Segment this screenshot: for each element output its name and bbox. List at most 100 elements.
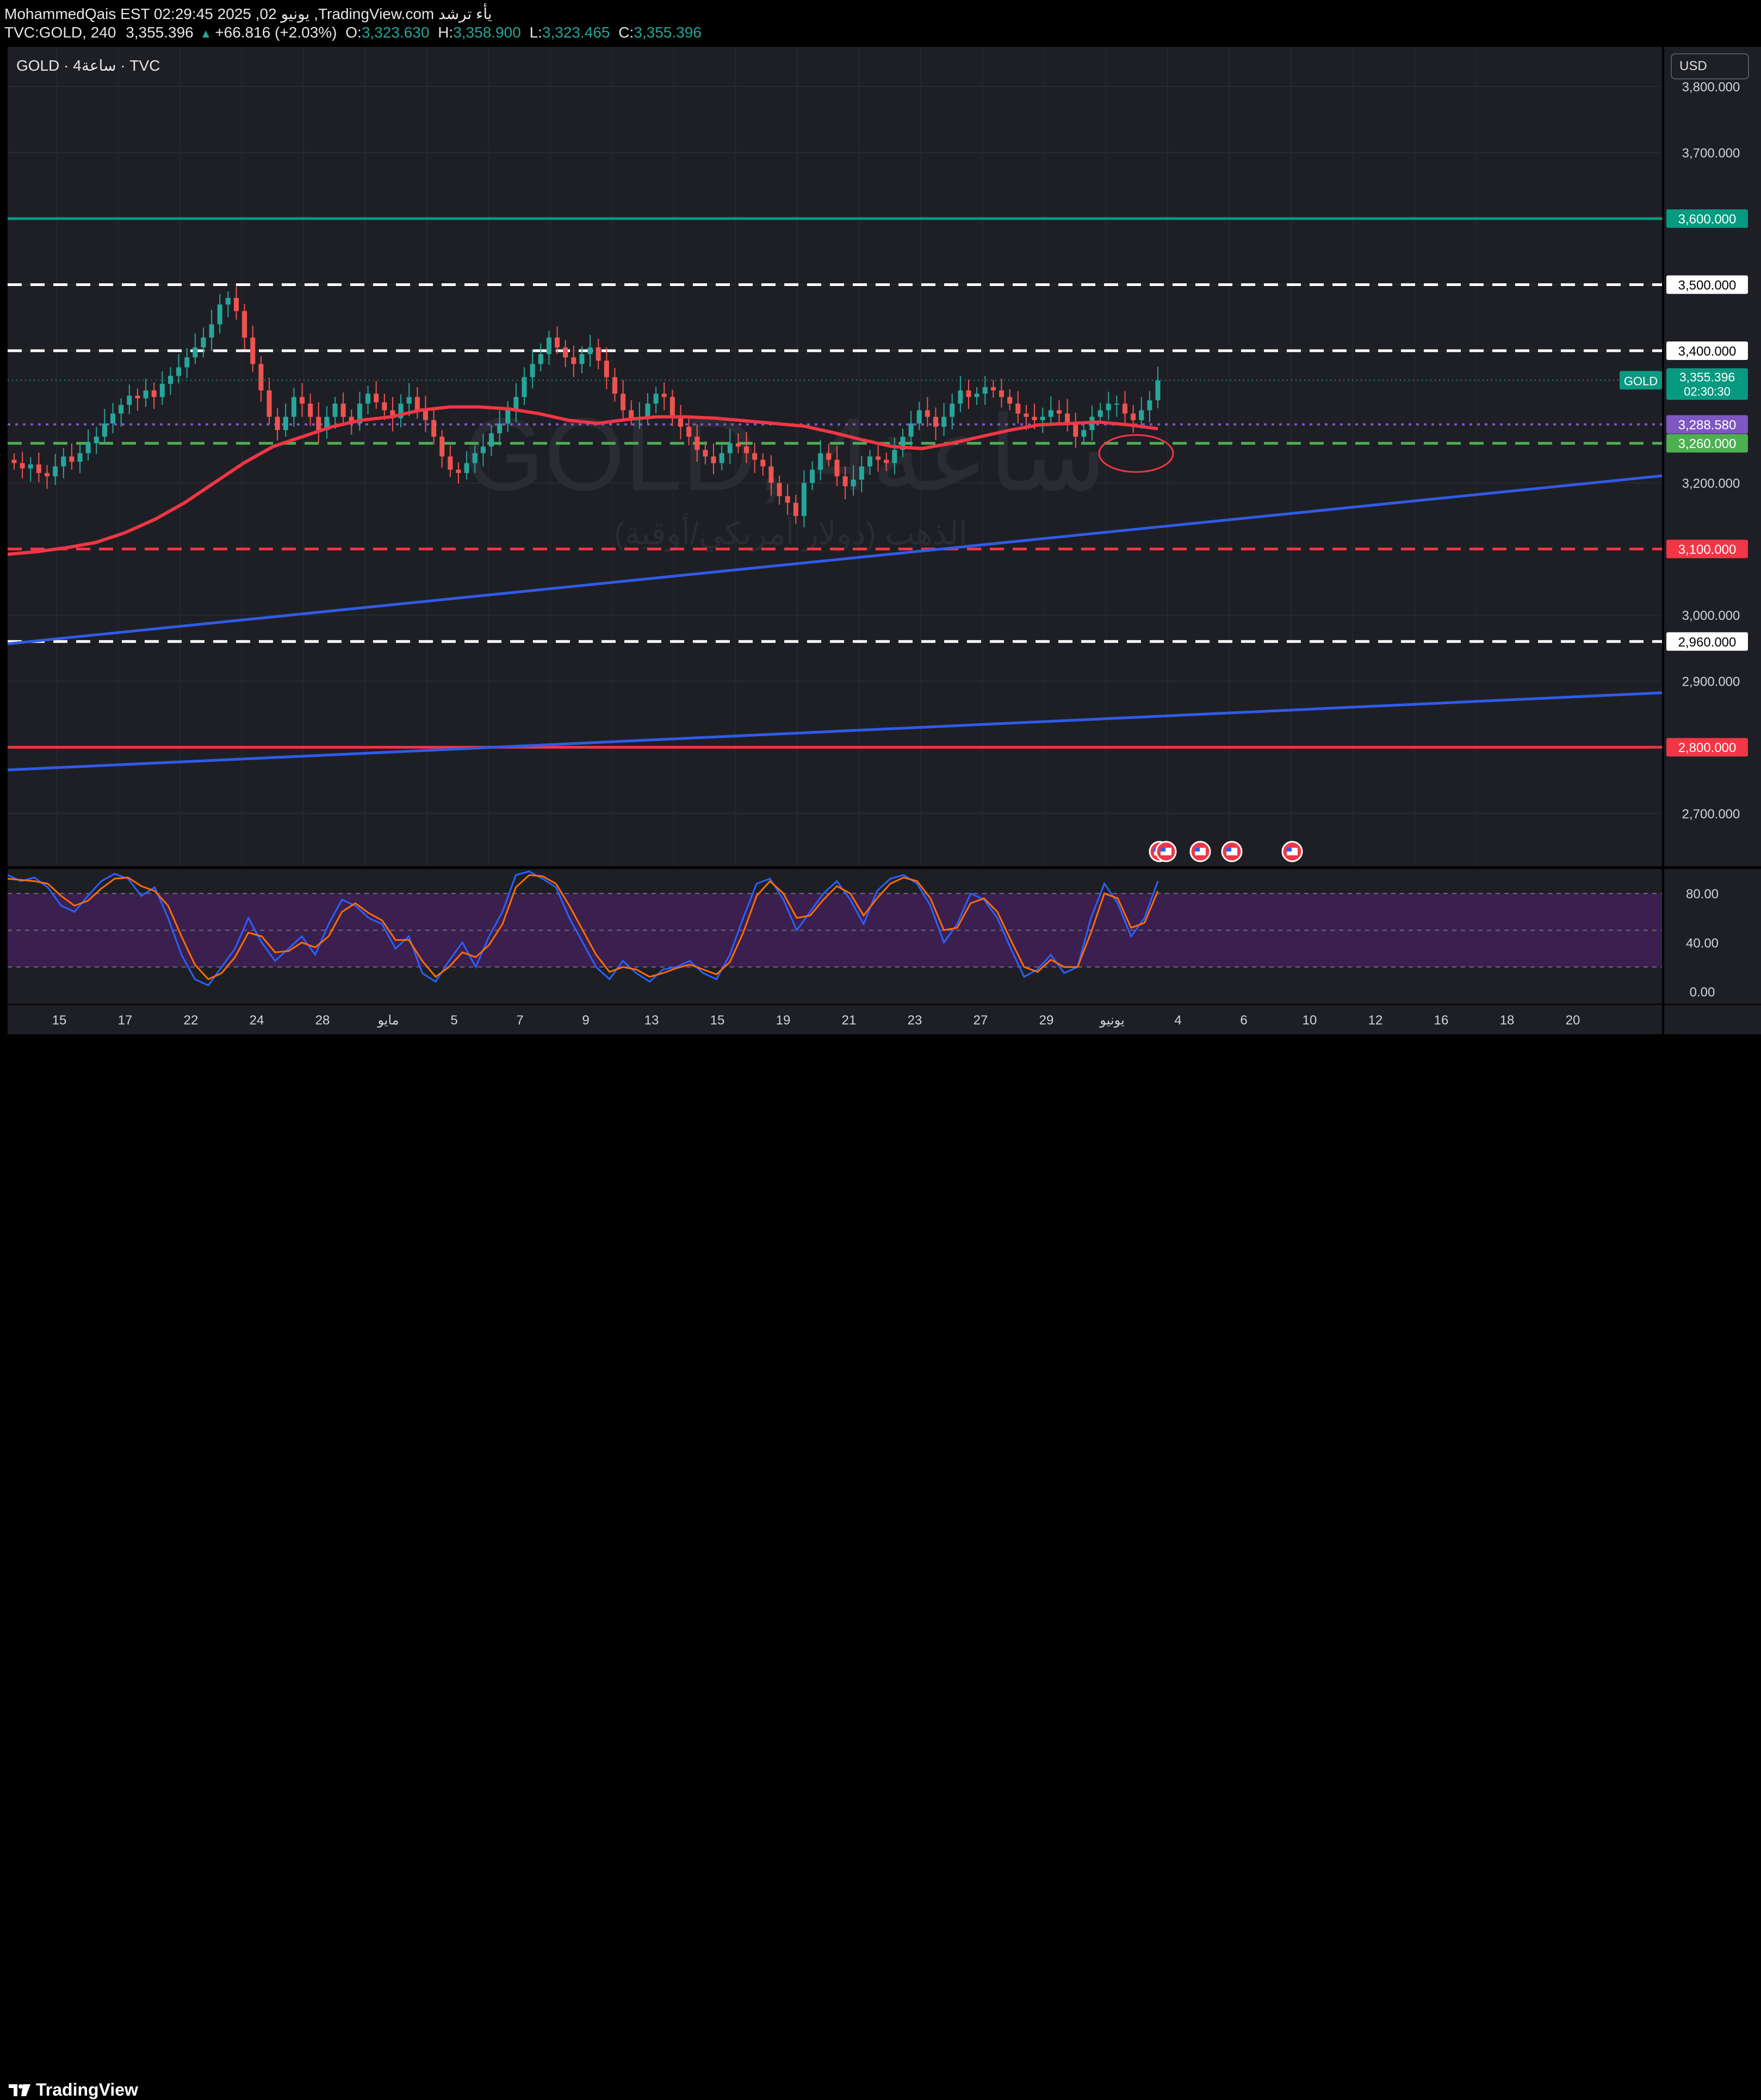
candle-body bbox=[1024, 413, 1029, 417]
candle-body bbox=[604, 361, 609, 377]
candle-body bbox=[941, 417, 947, 427]
current-price-value: 3,355.396 bbox=[1679, 370, 1735, 384]
candle-body bbox=[966, 390, 971, 397]
us-event-flag-icon[interactable] bbox=[1155, 841, 1177, 862]
high-label: H: bbox=[438, 24, 454, 41]
candle-body bbox=[563, 347, 568, 358]
candle-body bbox=[522, 377, 527, 397]
open-value: 3,323.630 bbox=[361, 24, 430, 41]
candle-body bbox=[596, 347, 601, 361]
low-label: L: bbox=[529, 24, 542, 41]
candle-body bbox=[151, 390, 157, 397]
last-price: 3,355.396 bbox=[126, 24, 194, 41]
high-value: 3,358.900 bbox=[453, 24, 521, 41]
candle-body bbox=[703, 450, 708, 457]
time-axis[interactable]: 15 17 22 24 28 مايو 5 7 9 13 15 19 21 23 27 29 يونيو 4 6 10… bbox=[8, 1005, 1662, 1034]
low-value: 3,323.465 bbox=[542, 24, 610, 41]
stoch-rsi-axis[interactable]: 80.00 40.00 0.00 bbox=[1664, 869, 1761, 1004]
candle-body bbox=[143, 390, 148, 399]
candle-body bbox=[423, 410, 428, 420]
candle-body bbox=[28, 464, 33, 469]
stoch-rsi-chart bbox=[7, 870, 1662, 987]
level-label: 3,500.000 bbox=[1678, 278, 1737, 293]
level-label-bg bbox=[1666, 539, 1748, 558]
candle-body bbox=[184, 357, 190, 368]
candle-body bbox=[999, 390, 1004, 397]
candle-body bbox=[316, 417, 321, 430]
candle-body bbox=[1073, 423, 1078, 437]
candle-body bbox=[768, 466, 774, 483]
candle-body bbox=[119, 405, 124, 414]
time-tick: 29 bbox=[1039, 1013, 1054, 1028]
candle-body bbox=[61, 456, 66, 467]
osc-tick: 0.00 bbox=[1690, 985, 1715, 999]
time-tick: 20 bbox=[1566, 1013, 1580, 1028]
candle-body bbox=[1007, 397, 1013, 404]
price-axis[interactable]: 3,800.000 3,700.000 3,500.000 3,400.000 3,20… bbox=[1664, 47, 1761, 866]
tradingview-logo[interactable]: TradingView bbox=[8, 2080, 138, 2100]
currency-button[interactable]: USD bbox=[1671, 53, 1749, 79]
time-tick: 6 bbox=[1240, 1013, 1247, 1028]
osc-tick: 40.00 bbox=[1686, 936, 1719, 950]
candle-body bbox=[176, 367, 182, 376]
time-tick: 5 bbox=[450, 1013, 457, 1028]
candle-body bbox=[464, 463, 469, 473]
candle-body bbox=[332, 403, 338, 417]
time-tick: 19 bbox=[776, 1013, 791, 1028]
candle-body bbox=[1048, 410, 1053, 417]
main-chart-pane[interactable]: GOLD, 4ساعة الذهب (دولار أمريكي/أوقية) G… bbox=[7, 47, 1663, 866]
tradingview-app: MohammedQais EST 02:29:45 2025 ,02 يونيو… bbox=[4, 6, 1761, 2099]
current-price-badge bbox=[1666, 368, 1748, 400]
stoch-line-D bbox=[7, 874, 1159, 980]
level-label-bg bbox=[1666, 209, 1748, 228]
level-label: 2,960.000 bbox=[1678, 635, 1737, 650]
candle-body bbox=[489, 433, 494, 447]
candle-body bbox=[621, 394, 626, 411]
symbol-interval: TVC:GOLD, 240 bbox=[4, 24, 116, 41]
stoch-line-K bbox=[7, 870, 1159, 987]
stoch-rsi-pane[interactable] bbox=[7, 869, 1662, 1004]
us-event-flag-icon[interactable] bbox=[1281, 841, 1303, 862]
candle-body bbox=[1155, 380, 1161, 401]
candle-body bbox=[431, 420, 437, 437]
candle-body bbox=[77, 453, 83, 462]
candle-body bbox=[324, 417, 330, 430]
candle-body bbox=[719, 453, 724, 463]
up-arrow-icon: ▲ bbox=[200, 27, 212, 40]
candle-body bbox=[414, 397, 420, 411]
ascending-trendline-lower[interactable] bbox=[7, 691, 1663, 772]
candle-body bbox=[233, 297, 239, 312]
ascending-trendline-upper[interactable] bbox=[7, 474, 1663, 645]
price-tick: 3,800.000 bbox=[1682, 80, 1740, 95]
axis-corner bbox=[1664, 1005, 1761, 1034]
candle-body bbox=[11, 459, 17, 463]
us-event-flag-icon[interactable] bbox=[1221, 841, 1243, 862]
candle-body bbox=[900, 437, 906, 450]
candle-body bbox=[711, 456, 716, 463]
symbol-legend[interactable]: GOLD · 4ساعة · TVC bbox=[16, 57, 160, 74]
price-chart[interactable]: GOLD, 4ساعة الذهب (دولار أمريكي/أوقية) G… bbox=[7, 47, 1663, 866]
candle-body bbox=[851, 480, 856, 487]
candle-body bbox=[308, 403, 313, 417]
time-tick: 21 bbox=[842, 1013, 857, 1028]
candle-body bbox=[110, 413, 116, 424]
candle-body bbox=[571, 357, 576, 364]
candle-body bbox=[760, 459, 766, 467]
trend-lines[interactable] bbox=[7, 474, 1663, 772]
candle-body bbox=[916, 410, 922, 424]
candle-body bbox=[645, 403, 650, 417]
us-event-flag-icon[interactable] bbox=[1189, 841, 1211, 862]
candle-body bbox=[842, 476, 848, 487]
candle-body bbox=[283, 417, 288, 430]
time-tick: 15 bbox=[710, 1013, 725, 1028]
candle-body bbox=[933, 417, 939, 427]
time-tick: 15 bbox=[52, 1013, 67, 1028]
candle-body bbox=[579, 354, 585, 364]
candle-body bbox=[834, 459, 840, 476]
candle-body bbox=[168, 376, 173, 384]
level-label-bg bbox=[1666, 738, 1748, 757]
economic-events[interactable] bbox=[1149, 841, 1303, 862]
candle-body bbox=[612, 377, 617, 394]
candle-body bbox=[127, 395, 132, 405]
candle-body bbox=[793, 502, 798, 516]
